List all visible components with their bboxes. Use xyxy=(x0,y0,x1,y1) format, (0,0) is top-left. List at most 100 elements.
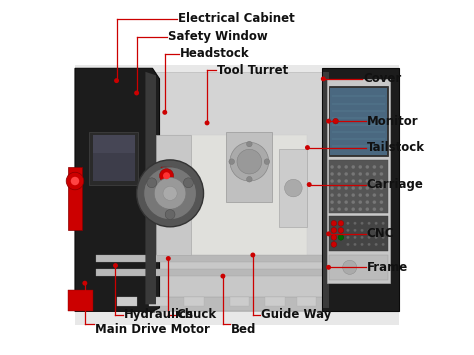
Polygon shape xyxy=(96,269,353,276)
Polygon shape xyxy=(328,160,389,213)
Circle shape xyxy=(330,165,334,169)
Circle shape xyxy=(237,149,262,174)
Circle shape xyxy=(352,165,355,169)
Circle shape xyxy=(380,193,383,197)
Polygon shape xyxy=(323,72,328,308)
Circle shape xyxy=(331,235,337,240)
Circle shape xyxy=(352,172,355,176)
Text: Monitor: Monitor xyxy=(366,115,418,128)
Polygon shape xyxy=(92,135,135,153)
Polygon shape xyxy=(89,297,360,311)
Polygon shape xyxy=(146,72,156,304)
Circle shape xyxy=(373,207,376,211)
Circle shape xyxy=(331,220,337,226)
Circle shape xyxy=(380,179,383,183)
Circle shape xyxy=(326,119,331,124)
Circle shape xyxy=(373,179,376,183)
Circle shape xyxy=(346,222,349,225)
Circle shape xyxy=(354,236,356,239)
Circle shape xyxy=(307,182,312,187)
Circle shape xyxy=(338,220,344,226)
Circle shape xyxy=(337,200,341,204)
Circle shape xyxy=(166,256,171,261)
Polygon shape xyxy=(96,255,353,262)
Circle shape xyxy=(365,200,369,204)
Polygon shape xyxy=(330,88,387,155)
Circle shape xyxy=(163,172,170,179)
Polygon shape xyxy=(161,167,172,185)
Circle shape xyxy=(246,141,252,147)
Circle shape xyxy=(382,229,384,232)
Circle shape xyxy=(375,236,377,239)
Circle shape xyxy=(345,179,348,183)
Circle shape xyxy=(330,172,334,176)
Circle shape xyxy=(337,179,341,183)
Circle shape xyxy=(361,222,364,225)
Circle shape xyxy=(380,207,383,211)
Circle shape xyxy=(373,172,376,176)
Circle shape xyxy=(358,179,362,183)
Circle shape xyxy=(358,193,362,197)
Circle shape xyxy=(144,167,197,220)
Text: CNC: CNC xyxy=(366,227,394,240)
Circle shape xyxy=(337,172,341,176)
Circle shape xyxy=(345,193,348,197)
Circle shape xyxy=(250,252,255,257)
Circle shape xyxy=(345,172,348,176)
Circle shape xyxy=(345,165,348,169)
Text: Hydraulics: Hydraulics xyxy=(124,308,193,321)
Polygon shape xyxy=(75,68,160,311)
Circle shape xyxy=(345,200,348,204)
Bar xyxy=(297,297,316,306)
Bar xyxy=(117,297,137,306)
Circle shape xyxy=(183,178,193,188)
Circle shape xyxy=(220,274,225,279)
Circle shape xyxy=(373,186,376,190)
Circle shape xyxy=(368,222,371,225)
Circle shape xyxy=(380,172,383,176)
Circle shape xyxy=(326,265,331,270)
Text: Electrical Cabinet: Electrical Cabinet xyxy=(178,12,295,26)
Circle shape xyxy=(354,229,356,232)
Text: Tailstock: Tailstock xyxy=(366,141,425,154)
Text: Bed: Bed xyxy=(231,323,256,336)
Circle shape xyxy=(338,235,344,240)
Circle shape xyxy=(358,165,362,169)
Text: Safety Window: Safety Window xyxy=(168,30,267,43)
Circle shape xyxy=(331,228,337,233)
Circle shape xyxy=(205,120,210,125)
Circle shape xyxy=(365,172,369,176)
Circle shape xyxy=(331,242,337,247)
Circle shape xyxy=(365,165,369,169)
Circle shape xyxy=(330,186,334,190)
Circle shape xyxy=(352,193,355,197)
Circle shape xyxy=(330,179,334,183)
Circle shape xyxy=(305,145,310,150)
Circle shape xyxy=(382,222,384,225)
Text: Headstock: Headstock xyxy=(180,47,250,60)
Circle shape xyxy=(352,200,355,204)
Circle shape xyxy=(134,91,139,95)
Circle shape xyxy=(365,207,369,211)
Circle shape xyxy=(375,229,377,232)
Circle shape xyxy=(354,243,356,246)
Circle shape xyxy=(337,186,341,190)
Circle shape xyxy=(333,118,338,124)
Circle shape xyxy=(352,186,355,190)
Polygon shape xyxy=(92,135,135,181)
Circle shape xyxy=(352,179,355,183)
Circle shape xyxy=(365,193,369,197)
Circle shape xyxy=(337,207,341,211)
Circle shape xyxy=(346,236,349,239)
Circle shape xyxy=(337,193,341,197)
Polygon shape xyxy=(75,65,399,326)
Circle shape xyxy=(345,186,348,190)
Polygon shape xyxy=(227,132,272,202)
Circle shape xyxy=(358,186,362,190)
Circle shape xyxy=(82,281,87,286)
Text: Guide Way: Guide Way xyxy=(261,308,331,321)
Polygon shape xyxy=(328,86,389,156)
Polygon shape xyxy=(327,79,390,283)
Circle shape xyxy=(365,186,369,190)
Circle shape xyxy=(358,200,362,204)
